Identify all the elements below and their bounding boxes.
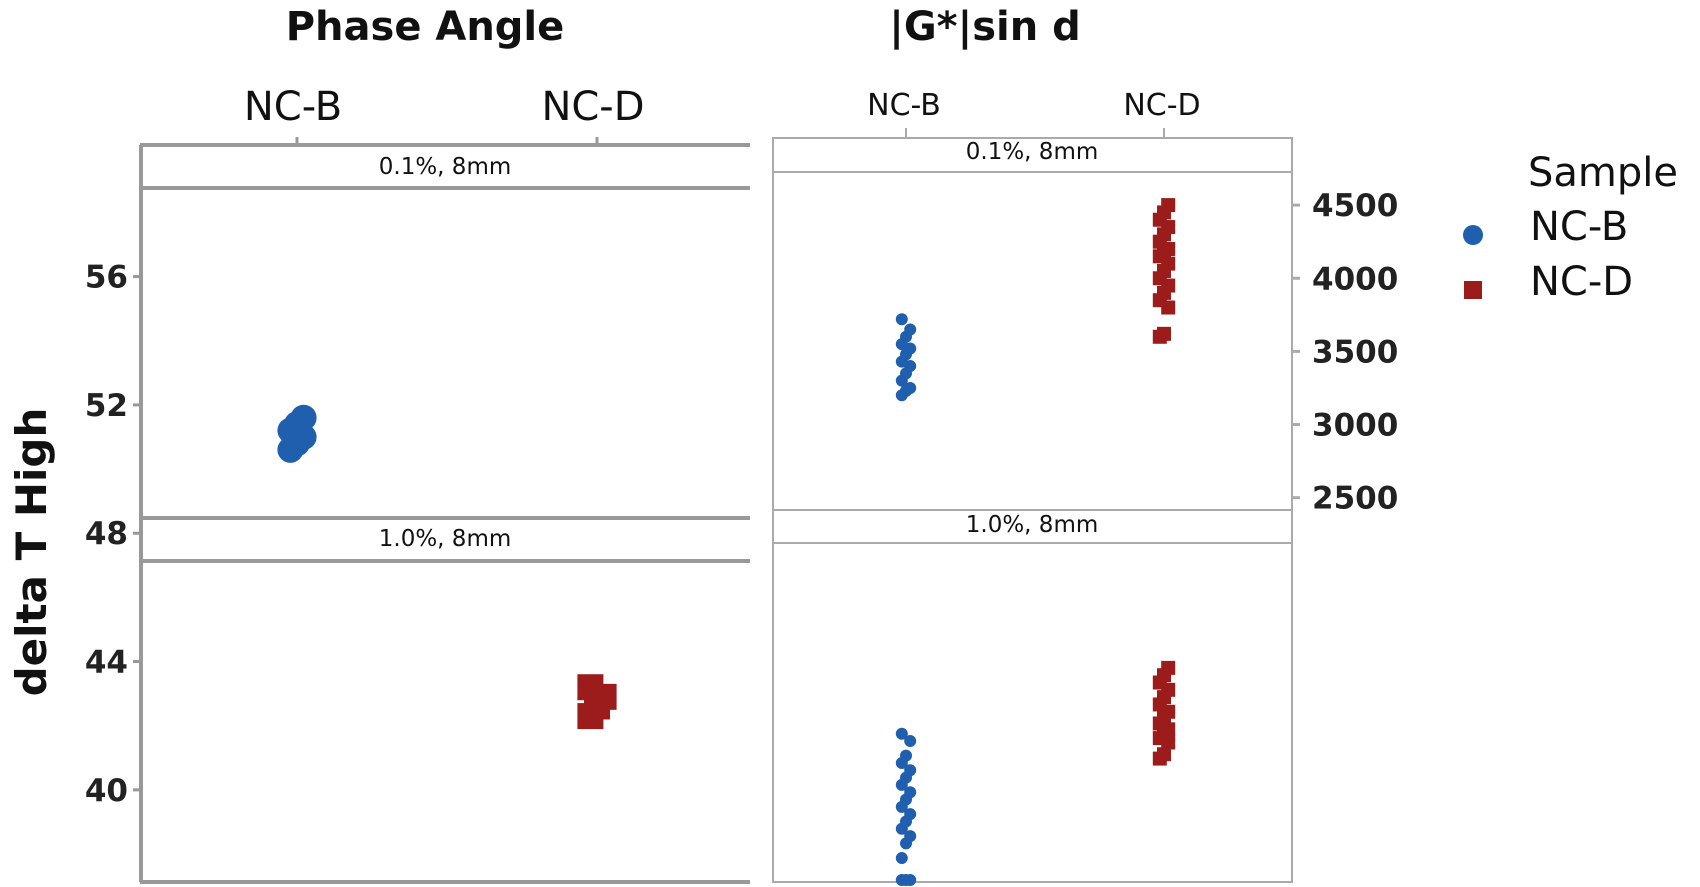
left-y-tick-label-2: 48 xyxy=(85,516,128,552)
left-top-category-ticks xyxy=(295,137,599,145)
point-gsin-p0-nc-b-2 xyxy=(904,381,917,394)
right-top-category-ticks xyxy=(905,128,1165,138)
right-chart-title: |G*|sin d xyxy=(889,4,1081,51)
point-gsin-p0-nc-b-11 xyxy=(904,323,917,336)
legend-marker-nc-d xyxy=(1464,281,1482,299)
legend-marker-nc-b xyxy=(1463,225,1483,245)
point-gsin-p1-nc-b-8 xyxy=(904,808,917,821)
right-chart-points xyxy=(895,198,1176,886)
left-chart-points xyxy=(277,404,617,730)
left-y-axis-label: delta T High xyxy=(7,408,56,697)
right-y-tick-label-0: 2500 xyxy=(1312,481,1398,517)
right-y-tick-label-2: 3500 xyxy=(1312,334,1398,370)
left-category-label-nc-d: NC-D xyxy=(541,84,644,130)
point-gsin-p0-nc-b-12 xyxy=(895,313,908,326)
left-category-label-nc-b: NC-B xyxy=(244,84,342,130)
legend-title: Sample xyxy=(1528,150,1678,196)
legend-item-nc-d: NC-D xyxy=(1530,259,1633,305)
left-y-axis: 40 44 48 52 56 xyxy=(85,260,141,809)
right-y-tick-label-1: 3000 xyxy=(1312,408,1398,444)
point-gsin-p1-nc-b-3 xyxy=(895,852,908,865)
point-gsin-p1-nc-b-18 xyxy=(895,727,908,740)
left-chart-title: Phase Angle xyxy=(286,4,565,50)
point-gsin-p1-nc-b-17 xyxy=(904,735,917,748)
right-y-tick-label-3: 4000 xyxy=(1312,261,1398,297)
left-y-tick-label-0: 40 xyxy=(85,773,128,809)
point-gsin-p1-nc-d-1 xyxy=(1157,747,1171,762)
point-gsin-p1-nc-b-2 xyxy=(904,874,917,886)
point-gsin-p0-nc-d-1 xyxy=(1157,326,1171,341)
right-panel-bottom-strip-label: 1.0%, 8mm xyxy=(966,512,1099,538)
left-chart-frame xyxy=(139,143,750,884)
right-chart-frame xyxy=(772,137,1293,883)
point-gsin-p0-nc-d-17 xyxy=(1161,198,1176,213)
right-category-label-nc-b: NC-B xyxy=(867,88,941,123)
right-y-axis: 2500 3000 3500 4000 4500 xyxy=(1292,188,1398,517)
left-y-tick-label-1: 44 xyxy=(85,645,128,681)
right-category-label-nc-d: NC-D xyxy=(1123,88,1200,123)
point-phase-p1-nc-d-3 xyxy=(577,674,604,701)
legend: Sample NC-B NC-D xyxy=(1463,150,1678,305)
point-gsin-p1-nc-d-14 xyxy=(1161,660,1176,675)
right-panel-top-strip-label: 0.1%, 8mm xyxy=(966,139,1099,165)
left-y-tick-label-3: 52 xyxy=(85,388,128,424)
left-y-tick-label-4: 56 xyxy=(85,260,128,296)
point-phase-p1-nc-b-5 xyxy=(290,404,317,431)
point-gsin-p1-nc-b-5 xyxy=(904,830,917,843)
legend-item-nc-b: NC-B xyxy=(1530,204,1628,250)
point-gsin-p1-nc-b-16 xyxy=(900,749,912,762)
left-panel-bottom-strip-label: 1.0%, 8mm xyxy=(379,526,512,552)
point-gsin-p1-nc-b-14 xyxy=(904,764,917,777)
left-panel-top-strip-label: 0.1%, 8mm xyxy=(379,154,512,180)
right-y-tick-label-4: 4500 xyxy=(1312,188,1398,224)
point-gsin-p1-nc-b-11 xyxy=(904,786,917,799)
